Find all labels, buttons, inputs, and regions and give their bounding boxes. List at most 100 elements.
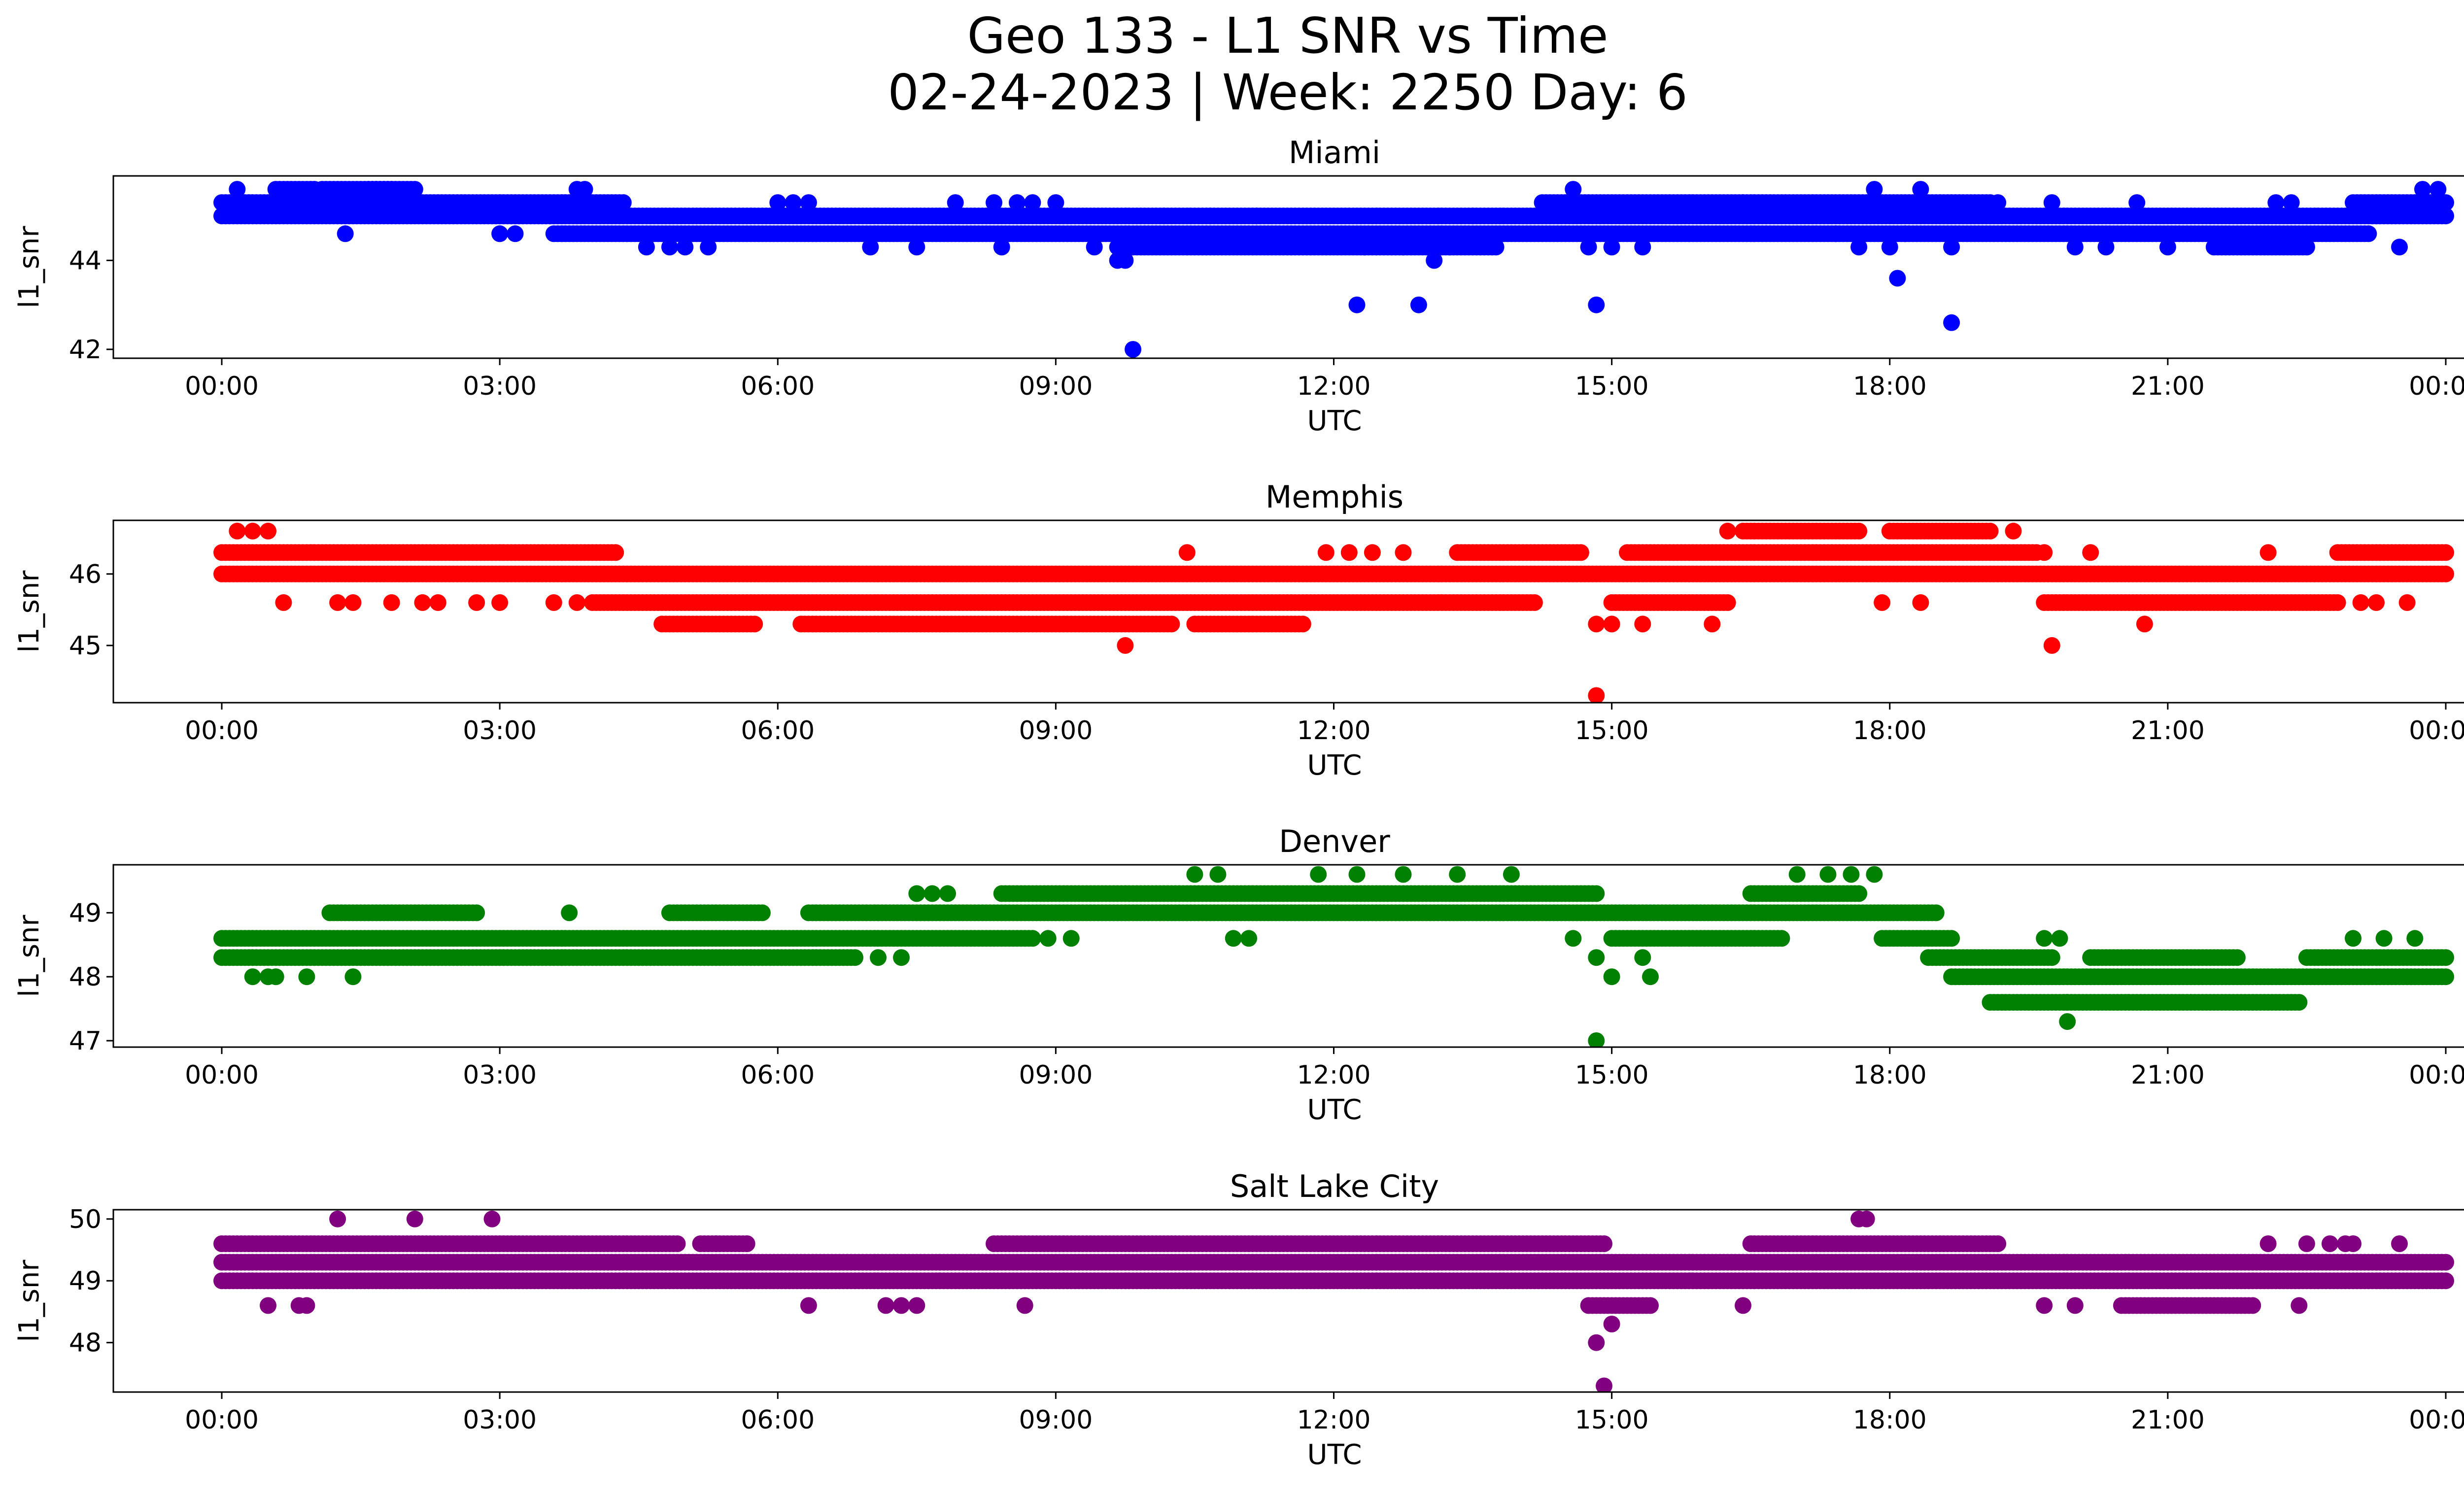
data-point <box>1850 238 1867 255</box>
x-tick-label: 06:00 <box>741 716 815 746</box>
data-point <box>1426 252 1442 269</box>
figure-title-line-1: Geo 133 - L1 SNR vs Time <box>967 7 1608 65</box>
data-point <box>1248 207 1265 224</box>
point-band <box>2329 544 2454 561</box>
data-point <box>1117 252 1133 269</box>
data-point <box>2353 594 2369 611</box>
data-point <box>2406 930 2423 947</box>
x-tick-label: 00:00 <box>2409 372 2464 401</box>
data-point <box>1125 341 1141 358</box>
subplot-title: Denver <box>1279 823 1390 859</box>
x-tick-label: 00:00 <box>185 716 259 746</box>
data-point <box>1410 297 1427 313</box>
data-point <box>2044 949 2060 966</box>
y-axis-label: l1_snr <box>13 915 45 997</box>
point-band <box>2036 594 2346 611</box>
data-point <box>244 523 261 540</box>
data-point <box>1882 238 1898 255</box>
data-point <box>2098 238 2115 255</box>
data-point <box>1573 544 1589 561</box>
y-tick-label: 48 <box>69 962 102 992</box>
x-tick-label: 15:00 <box>1575 1060 1649 1090</box>
point-band <box>213 949 863 966</box>
data-point <box>2036 930 2053 947</box>
data-point <box>1943 238 1960 255</box>
data-point <box>785 194 802 211</box>
data-point <box>1850 885 1867 902</box>
data-point <box>2391 238 2408 255</box>
data-point <box>1526 594 1543 611</box>
data-point <box>1047 194 1064 211</box>
data-point <box>607 544 624 561</box>
x-tick-label: 00:00 <box>2409 1060 2464 1090</box>
data-point <box>2437 949 2454 966</box>
data-point <box>1943 314 1960 331</box>
data-point <box>1024 930 1041 947</box>
data-point <box>2005 523 2022 540</box>
data-point <box>298 968 315 985</box>
point-band <box>1619 544 2045 561</box>
data-point <box>2128 194 2145 211</box>
point-band <box>584 594 1543 611</box>
data-point <box>1928 904 1945 921</box>
data-point <box>1310 866 1327 883</box>
y-tick-label: 47 <box>69 1026 102 1056</box>
point-band <box>213 1254 2454 1271</box>
figure-title-line-2: 02-24-2023 | Week: 2250 Day: 6 <box>888 64 1687 121</box>
data-point <box>1819 866 1836 883</box>
data-point <box>1634 949 1651 966</box>
data-point <box>1186 866 1203 883</box>
data-point <box>1773 930 1790 947</box>
data-point <box>2291 994 2307 1011</box>
data-point <box>1086 238 1103 255</box>
data-point <box>769 194 786 211</box>
data-point <box>2414 181 2431 198</box>
data-point <box>383 594 400 611</box>
data-point <box>407 181 423 198</box>
data-point <box>1063 930 1080 947</box>
point-band <box>213 544 624 561</box>
y-tick-label: 49 <box>69 898 102 928</box>
data-point <box>569 594 585 611</box>
point-band <box>993 885 1605 902</box>
data-point <box>1735 194 1751 211</box>
data-point <box>468 594 485 611</box>
point-band <box>1943 968 2454 985</box>
data-point <box>1982 523 1999 540</box>
data-point <box>993 238 1010 255</box>
data-point <box>908 885 925 902</box>
data-point <box>947 194 964 211</box>
x-tick-label: 00:00 <box>185 1060 259 1090</box>
data-point <box>1040 930 1057 947</box>
data-point <box>893 949 910 966</box>
data-point <box>1604 615 1620 632</box>
subplot-title: Memphis <box>1266 479 1403 515</box>
point-band <box>1735 523 1867 540</box>
data-point <box>430 594 446 611</box>
data-point <box>1318 544 1335 561</box>
data-point <box>1349 866 1366 883</box>
data-point <box>1024 194 1041 211</box>
data-point <box>2260 544 2277 561</box>
data-point <box>337 225 354 242</box>
data-point <box>1866 866 1882 883</box>
data-point <box>908 238 925 255</box>
data-point <box>1356 238 1373 255</box>
data-point <box>1202 207 1219 224</box>
x-tick-label: 12:00 <box>1297 716 1371 746</box>
data-point <box>1866 181 1882 198</box>
x-tick-label: 03:00 <box>463 372 537 401</box>
data-point <box>414 594 431 611</box>
y-tick-label: 44 <box>69 246 102 275</box>
data-point <box>546 594 562 611</box>
data-point <box>1789 866 1806 883</box>
data-point <box>1295 615 1311 632</box>
point-band <box>1743 885 1867 902</box>
data-point <box>1943 930 1960 947</box>
x-tick-label: 06:00 <box>741 1060 815 1090</box>
data-point <box>1349 297 1366 313</box>
data-point <box>1889 270 1906 287</box>
data-point <box>1441 238 1458 255</box>
data-point <box>491 594 508 611</box>
